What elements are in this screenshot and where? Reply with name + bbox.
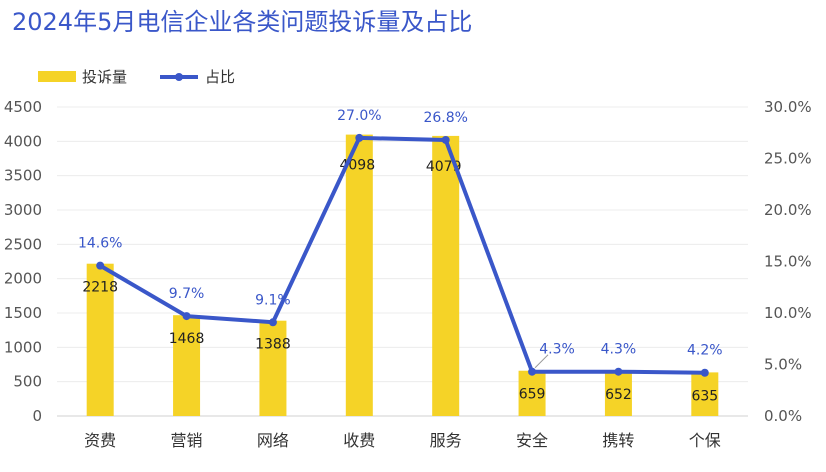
bar-data-label: 1468 <box>169 331 205 347</box>
legend-label-bar: 投诉量 <box>82 68 127 86</box>
bar <box>345 134 373 416</box>
y-left-tick-label: 3500 <box>4 167 42 185</box>
y-left-tick-label: 4000 <box>4 132 42 150</box>
legend: 投诉量 占比 <box>38 68 235 86</box>
bar <box>173 315 201 416</box>
y-left-tick-label: 4500 <box>4 98 42 116</box>
y-left-tick-label: 500 <box>13 373 42 391</box>
line-point <box>614 367 623 376</box>
bar <box>691 372 719 416</box>
line-point <box>700 368 709 377</box>
line-data-label: 9.7% <box>169 286 205 302</box>
bar <box>518 370 546 416</box>
bar <box>259 320 287 416</box>
line-series <box>96 133 709 377</box>
series-line <box>99 135 705 375</box>
x-tick-label: 营销 <box>171 431 203 450</box>
legend-swatch-marker <box>175 73 183 81</box>
y-right-tick-label: 25.0% <box>764 150 812 168</box>
line-point <box>182 312 191 321</box>
y-axis-right: 0.0% 5.0% 10.0% 15.0% 20.0% 25.0% 30.0% <box>764 98 812 425</box>
y-left-tick-label: 1000 <box>4 338 42 356</box>
bar-data-label: 652 <box>605 387 632 403</box>
line-point <box>96 261 105 270</box>
line-point <box>441 135 450 144</box>
bar-data-label: 2218 <box>82 280 118 296</box>
line-data-label: 26.8% <box>423 110 467 126</box>
line-data-label: 4.3% <box>539 342 575 358</box>
bar-data-label: 659 <box>519 387 546 403</box>
y-right-tick-label: 5.0% <box>764 356 802 374</box>
x-tick-label: 个保 <box>689 431 721 450</box>
line-data-label: 27.0% <box>337 108 381 124</box>
x-tick-label: 网络 <box>257 431 289 450</box>
line-data-label: 9.1% <box>255 292 291 308</box>
bar-data-label: 1388 <box>255 337 291 353</box>
y-right-tick-label: 30.0% <box>764 98 812 116</box>
bar-data-label: 635 <box>691 388 718 404</box>
x-axis: 资费 营销 网络 收费 服务 安全 携转 个保 <box>84 431 721 450</box>
y-left-tick-label: 2500 <box>4 235 42 253</box>
y-right-tick-label: 15.0% <box>764 253 812 271</box>
x-tick-label: 服务 <box>430 431 462 450</box>
legend-swatch-bar <box>38 71 76 82</box>
bar <box>604 371 632 416</box>
y-right-tick-label: 20.0% <box>764 201 812 219</box>
y-right-tick-label: 0.0% <box>764 407 802 425</box>
y-left-tick-label: 0 <box>32 407 42 425</box>
line-data-label: 4.2% <box>687 343 723 359</box>
bar <box>86 263 114 416</box>
x-tick-label: 资费 <box>84 431 116 450</box>
label-leader-line <box>534 354 549 369</box>
y-left-tick-label: 3000 <box>4 201 42 219</box>
gridlines <box>57 106 748 417</box>
x-tick-label: 安全 <box>516 431 548 450</box>
y-left-tick-label: 1500 <box>4 304 42 322</box>
y-axis-left: 0 500 1000 1500 2000 2500 3000 3500 4000 4500 <box>4 98 42 425</box>
bar <box>432 135 460 416</box>
y-left-tick-label: 2000 <box>4 270 42 288</box>
line-point <box>528 367 537 376</box>
legend-label-line: 占比 <box>205 68 235 86</box>
x-tick-label: 携转 <box>602 431 634 450</box>
bar-series <box>86 134 719 416</box>
chart-title: 2024年5月电信企业各类问题投诉量及占比 <box>12 8 472 36</box>
line-point <box>355 133 364 142</box>
line-data-labels: 14.6% 9.7% 9.1% 27.0% 26.8% 4.3% 4.3% 4.2% <box>78 108 723 369</box>
line-data-label: 4.3% <box>601 342 637 358</box>
y-right-tick-label: 10.0% <box>764 304 812 322</box>
x-tick-label: 收费 <box>343 431 375 450</box>
line-data-label: 14.6% <box>78 236 122 252</box>
line-point <box>268 318 277 327</box>
